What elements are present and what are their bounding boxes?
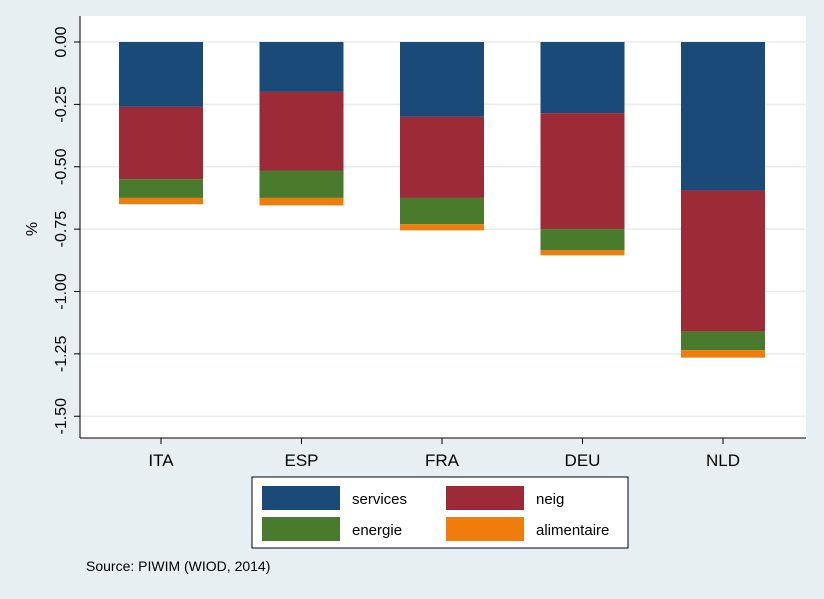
y-tick-label: -0.50 [53,148,70,185]
y-tick-label: -1.50 [53,398,70,435]
bars [119,42,765,358]
y-axis-label: % [24,222,41,236]
y-tick-label: 0.00 [53,26,70,57]
bar-segment-energie-ita [119,179,203,198]
x-tick-label: FRA [425,451,460,470]
x-tick-label: NLD [706,451,740,470]
y-tick-label: -0.75 [53,211,70,248]
bar-segment-energie-fra [400,197,484,225]
y-tick-label: -0.25 [53,86,70,123]
bar-segment-energie-nld [681,331,765,351]
x-tick-label: ESP [284,451,318,470]
bar-segment-alimentaire-deu [540,250,625,256]
legend-swatch-energie [262,517,340,541]
bar-segment-neig-esp [259,91,344,171]
bar-segment-neig-ita [119,106,203,180]
x-tick-label: DEU [565,451,601,470]
bar-segment-services-fra [400,42,484,117]
legend-swatch-neig [446,486,524,510]
bar-segment-neig-deu [540,113,625,230]
source-note: Source: PIWIM (WIOD, 2014) [86,558,270,574]
legend-swatch-alimentaire [446,517,524,541]
legend-label-energie: energie [352,522,402,539]
legend-label-neig: neig [536,491,564,508]
bar-segment-alimentaire-fra [400,224,484,231]
x-tick-label: ITA [148,451,174,470]
bar-segment-neig-nld [681,190,765,332]
legend-swatch-services [262,486,340,510]
bar-segment-services-ita [119,42,203,107]
bar-segment-alimentaire-ita [119,197,203,205]
legend-label-services: services [352,491,407,508]
bar-segment-services-deu [540,42,625,114]
bar-segment-alimentaire-esp [259,197,344,206]
legend: services neig energie alimentaire [251,476,629,549]
bar-segment-neig-fra [400,116,484,198]
bar-segment-energie-esp [259,170,344,198]
y-tick-label: -1.25 [53,336,70,373]
bar-segment-alimentaire-nld [681,350,765,358]
bar-segment-services-nld [681,42,765,191]
bar-segment-services-esp [259,42,344,92]
axes: 0.00 -0.25 -0.50 -0.75 -1.00 -1.25 -1.50 ITA ESP… [53,16,806,470]
y-tick-label: -1.00 [53,273,70,310]
bar-segment-energie-deu [540,229,625,251]
legend-label-alimentaire: alimentaire [536,522,609,539]
